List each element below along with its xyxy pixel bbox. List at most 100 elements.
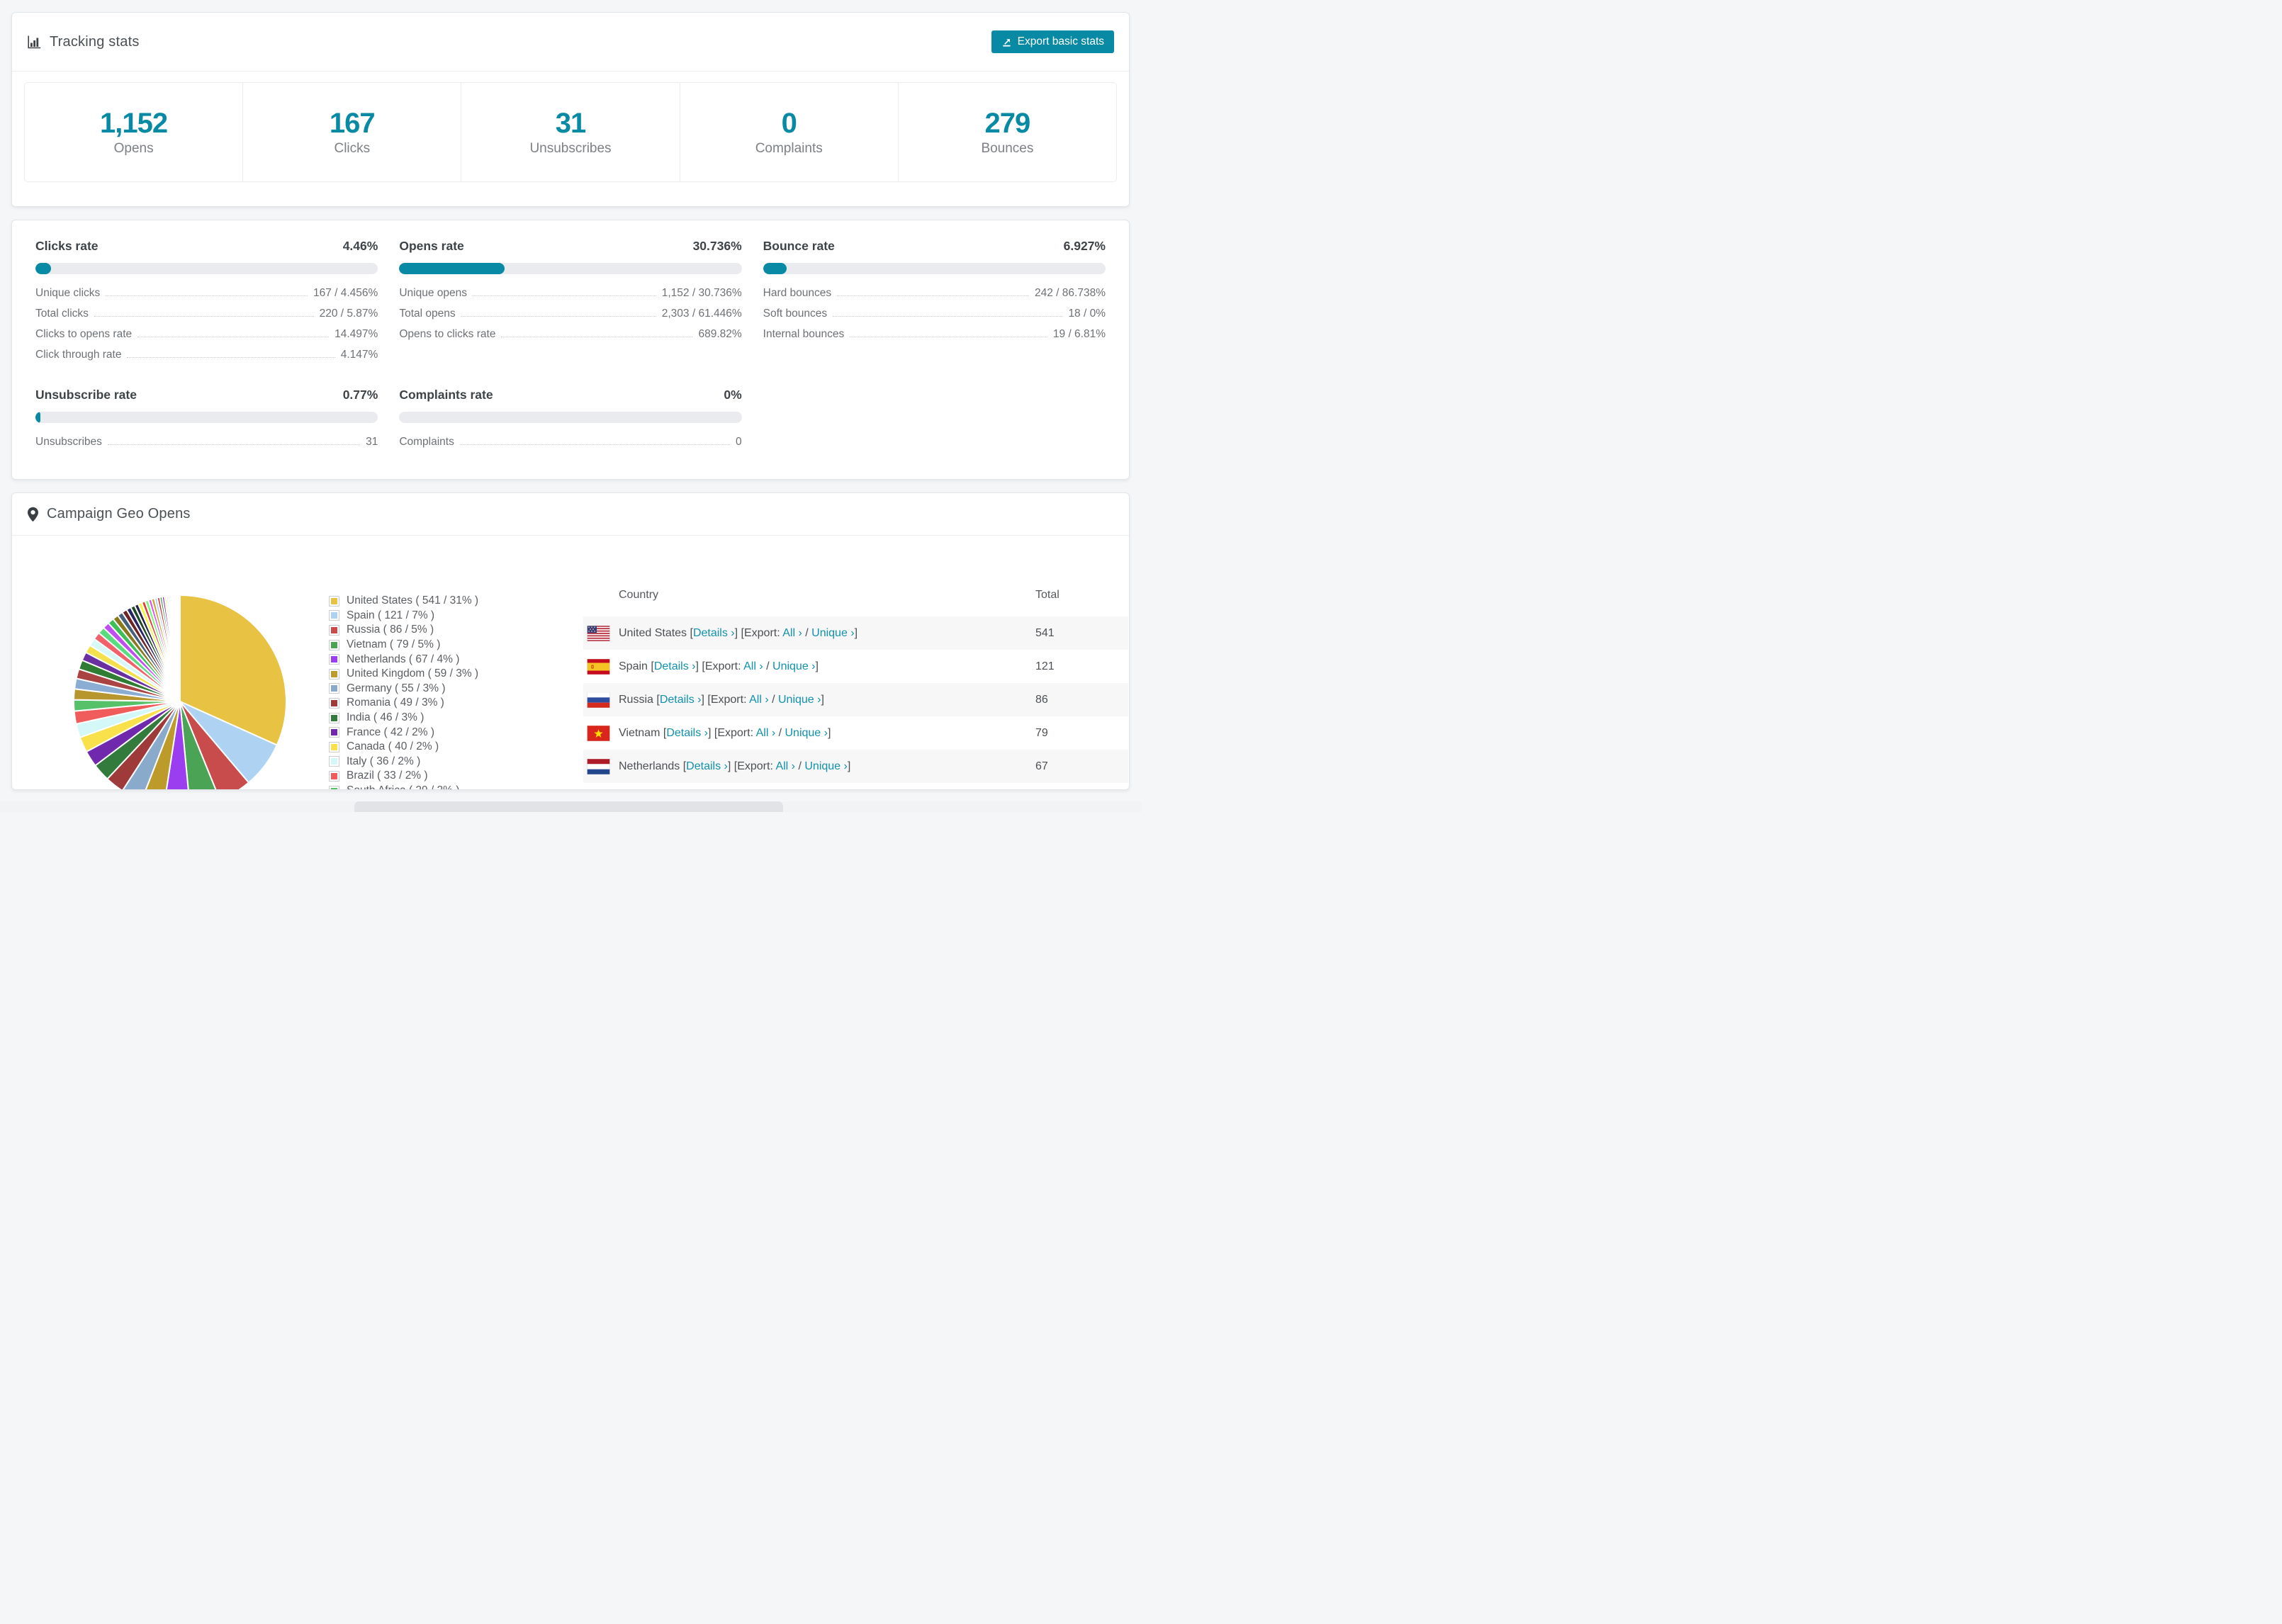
details-link[interactable]: Details ›: [692, 626, 735, 639]
export-all-link[interactable]: All ›: [782, 626, 802, 639]
geo-legend: United States ( 541 / 31% ) Spain ( 121 /…: [330, 594, 479, 789]
rate-progress: [35, 412, 378, 423]
export-unique-link[interactable]: Unique ›: [778, 693, 821, 706]
stat-value: 167: [329, 107, 376, 139]
legend-label: United Kingdom ( 59 / 3% ): [347, 667, 479, 680]
legend-swatch: [330, 771, 339, 781]
export-all-link[interactable]: All ›: [775, 760, 796, 772]
legend-swatch: [330, 698, 339, 708]
stat-value: 31: [555, 107, 586, 139]
rate-value: 0.77%: [342, 388, 378, 402]
rate-row: Internal bounces 19 / 6.81%: [763, 327, 1106, 342]
stat-label: Clicks: [334, 140, 371, 156]
rate-row-label: Internal bounces: [763, 328, 845, 340]
flag-icon-nl: [587, 758, 610, 774]
rate-row: Unsubscribes 31: [35, 435, 378, 449]
export-unique-link[interactable]: Unique ›: [804, 760, 848, 772]
rate-title: Bounce rate: [763, 239, 835, 253]
export-unique-link[interactable]: Unique ›: [811, 626, 855, 639]
rate-row-label: Click through rate: [35, 349, 122, 361]
rate-row: Total opens 2,303 / 61.446%: [399, 307, 741, 321]
rate-row-leader: [127, 357, 335, 358]
rate-row: Hard bounces 242 / 86.738%: [763, 286, 1106, 300]
legend-label: South Africa ( 29 / 2% ): [347, 784, 459, 789]
total-value: 67: [1035, 760, 1048, 772]
rate-row-leader: [461, 316, 656, 317]
rate-row-value: 19 / 6.81%: [1052, 328, 1106, 340]
geo-table-header: Country Total: [583, 589, 1128, 613]
legend-item: Canada ( 40 / 2% ): [330, 740, 478, 755]
rate-row-leader: [106, 295, 308, 296]
legend-label: Brazil ( 33 / 2% ): [347, 769, 428, 782]
rate-row: Click through rate 4.147%: [35, 348, 378, 362]
pie-slice: [179, 701, 250, 789]
export-all-link[interactable]: All ›: [755, 726, 776, 739]
rate-row-value: 14.497%: [335, 328, 378, 340]
stat-box: 1,152 Opens: [25, 83, 242, 181]
legend-item: South Africa ( 29 / 2% ): [330, 784, 478, 789]
details-link[interactable]: Details ›: [653, 660, 696, 672]
legend-label: India ( 46 / 3% ): [347, 711, 425, 724]
legend-swatch: [330, 669, 339, 679]
rate-rows: Unsubscribes 31: [35, 435, 378, 449]
rate-value: 30.736%: [692, 239, 742, 253]
rate-row-leader: [833, 316, 1063, 317]
rate-row-value: 220 / 5.87%: [319, 308, 378, 320]
rate-progress: [399, 412, 742, 423]
pie-slice: [179, 594, 287, 746]
export-icon: [1001, 37, 1012, 47]
legend-swatch: [330, 728, 339, 738]
export-all-link[interactable]: All ›: [743, 660, 763, 672]
rate-row-value: 2,303 / 61.446%: [661, 308, 742, 320]
rate-rows: Hard bounces 242 / 86.738% Soft bounces 18 …: [763, 286, 1106, 342]
pie-slice: [179, 701, 217, 789]
rate-row-leader: [837, 295, 1030, 296]
rate-row-label: Hard bounces: [763, 287, 832, 299]
rate-row-value: 18 / 0%: [1068, 308, 1106, 320]
rate-column: Opens rate 30.736% Unique opens 1,152 / 30.…: [399, 239, 742, 362]
details-link[interactable]: Details ›: [666, 726, 708, 739]
country-cell: United States [Details ›] [Export: All ›…: [619, 626, 858, 639]
legend-label: France ( 42 / 2% ): [347, 726, 435, 738]
rate-progress: [35, 263, 378, 274]
geo-table-rows: United States [Details ›] [Export: All ›…: [583, 616, 1128, 789]
rate-title: Clicks rate: [35, 239, 99, 253]
horizontal-scrollbar-thumb[interactable]: [354, 801, 783, 812]
legend-label: Canada ( 40 / 2% ): [347, 740, 439, 753]
rate-header: Complaints rate 0%: [399, 388, 741, 402]
rate-row-label: Opens to clicks rate: [399, 328, 496, 340]
rate-row-label: Unique clicks: [35, 287, 101, 299]
rate-rows: Complaints 0: [399, 435, 741, 449]
rate-progress-fill: [35, 412, 40, 423]
legend-swatch: [330, 684, 339, 694]
rate-row-label: Total opens: [399, 308, 456, 320]
stat-value: 0: [781, 107, 797, 139]
table-row: Spain [Details ›] [Export: All › / Uniqu…: [583, 650, 1128, 683]
export-unique-link[interactable]: Unique ›: [785, 726, 828, 739]
flag-icon-es: [587, 658, 610, 675]
legend-item: Vietnam ( 79 / 5% ): [330, 638, 478, 653]
details-link[interactable]: Details ›: [659, 693, 702, 706]
export-all-link[interactable]: All ›: [749, 693, 769, 706]
rate-row-value: 1,152 / 30.736%: [661, 287, 742, 299]
rate-row-value: 689.82%: [698, 328, 742, 340]
country-name: Russia: [619, 693, 657, 706]
rate-header: Opens rate 30.736%: [399, 239, 741, 254]
legend-swatch: [330, 655, 339, 665]
page: { "accent": "#088aa4", "link_color": "#1…: [0, 0, 1141, 812]
details-link[interactable]: Details ›: [686, 760, 728, 772]
rate-row-label: Complaints: [399, 436, 454, 448]
export-unique-link[interactable]: Unique ›: [772, 660, 816, 672]
export-basic-stats-button[interactable]: Export basic stats: [991, 30, 1114, 53]
rate-row-label: Soft bounces: [763, 308, 828, 320]
rate-row-label: Unique opens: [399, 287, 467, 299]
total-value: 541: [1035, 626, 1055, 639]
rate-progress-fill: [763, 263, 787, 274]
geo-card-body: United States ( 541 / 31% ) Spain ( 121 /…: [12, 536, 1129, 789]
country-cell: Spain [Details ›] [Export: All › / Uniqu…: [619, 660, 819, 672]
rate-header: Bounce rate 6.927%: [763, 239, 1106, 254]
map-pin-icon: [27, 507, 39, 522]
rate-title: Complaints rate: [399, 388, 493, 402]
country-cell: Netherlands [Details ›] [Export: All › /…: [619, 760, 851, 772]
rate-header: Clicks rate 4.46%: [35, 239, 378, 254]
